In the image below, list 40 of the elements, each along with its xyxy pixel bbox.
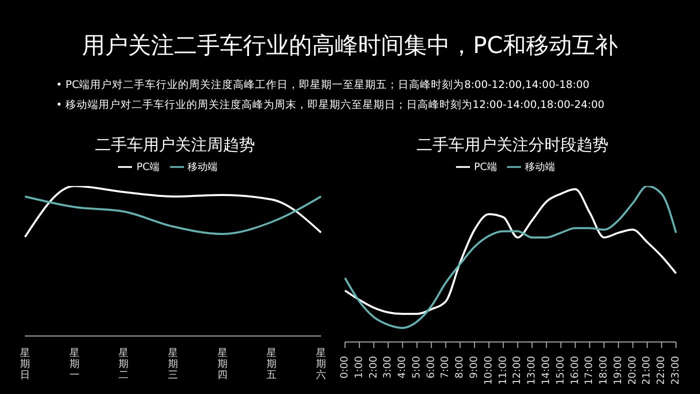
x-tick-label: 18:00 bbox=[598, 356, 610, 385]
x-tick-label: 星期五 bbox=[266, 348, 277, 381]
x-tick-label: 13:00 bbox=[526, 356, 538, 385]
x-tick-label: 星期三 bbox=[168, 348, 178, 381]
x-tick-label: 8:00 bbox=[454, 356, 466, 378]
x-tick-label: 2:00 bbox=[368, 356, 380, 378]
chart-title: 二手车用户关注周趋势 bbox=[94, 135, 256, 156]
x-tick-label: 7:00 bbox=[440, 356, 452, 378]
x-tick-label: 19:00 bbox=[612, 356, 624, 385]
x-tick-label: 15:00 bbox=[555, 356, 566, 385]
x-tick-label: 0:00 bbox=[340, 356, 350, 378]
x-tick-label: 星期四 bbox=[217, 348, 228, 381]
x-tick-label: 9:00 bbox=[469, 356, 480, 378]
x-tick-label: 5:00 bbox=[411, 356, 422, 378]
x-tick-label: 1:00 bbox=[354, 356, 365, 378]
x-tick-label: 21:00 bbox=[642, 356, 653, 385]
x-tick-label: 11:00 bbox=[498, 356, 509, 385]
x-tick-label: 16:00 bbox=[570, 356, 581, 385]
x-tick-label: 星期日 bbox=[20, 348, 30, 381]
x-tick-label: 4:00 bbox=[397, 356, 408, 378]
x-tick-label: 20:00 bbox=[627, 356, 638, 385]
chart-title: 二手车用户关注分时段趋势 bbox=[416, 135, 610, 156]
x-tick-label: 星期六 bbox=[316, 348, 326, 381]
legend-label: 移动端 bbox=[525, 162, 555, 173]
x-tick-label: 22:00 bbox=[656, 356, 668, 385]
x-tick-label: 10:00 bbox=[483, 356, 494, 385]
x-tick-label: 星期二 bbox=[118, 348, 129, 381]
x-tick-label: 3:00 bbox=[382, 356, 394, 378]
text: • PC端用户对二手车行业的周关注度高峰工作日，即星期一至星期五；日高峰时刻为8:00-12:00,14:00-18:00 bbox=[56, 78, 590, 93]
legend-label: PC端 bbox=[474, 162, 497, 173]
legend-label: 移动端 bbox=[188, 162, 218, 173]
x-tick-label: 6:00 bbox=[426, 356, 437, 378]
text: 用户关注二手车行业的高峰时间集中，PC和移动互补 bbox=[81, 32, 619, 61]
x-tick-label: 17:00 bbox=[584, 356, 596, 385]
legend-label: PC端 bbox=[136, 162, 160, 173]
x-tick-label: 12:00 bbox=[512, 356, 524, 385]
x-tick-label: 星期一 bbox=[69, 348, 80, 381]
text: • 移动端用户对二手车行业的周关注度高峰为周末，即星期六至星期日；日高峰时刻为12:00-14:00,18:00-24:00 bbox=[56, 98, 606, 113]
x-tick-label: 23:00 bbox=[670, 356, 682, 385]
x-tick-label: 14:00 bbox=[540, 356, 552, 385]
